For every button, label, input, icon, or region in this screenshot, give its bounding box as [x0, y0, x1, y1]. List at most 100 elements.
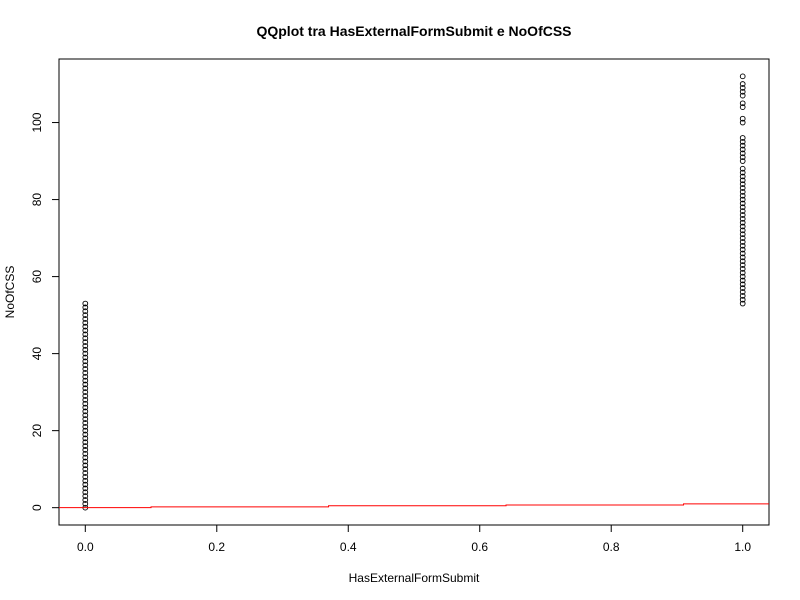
data-point [82, 370, 89, 376]
data-point [82, 358, 89, 365]
data-point [82, 439, 89, 446]
data-point [82, 500, 89, 507]
data-point [82, 404, 89, 411]
data-point [82, 462, 89, 469]
data-point [82, 354, 89, 361]
data-point [739, 173, 746, 180]
data-point [739, 158, 746, 164]
data-point [739, 269, 746, 276]
data-point [82, 381, 89, 388]
data-point [82, 431, 89, 438]
data-point [739, 81, 746, 87]
y-tick-label: 80 [30, 193, 44, 207]
data-point [739, 204, 746, 211]
y-tick-label: 60 [30, 270, 44, 284]
data-point [82, 300, 89, 307]
data-point [739, 135, 746, 141]
data-point [739, 296, 746, 303]
data-point [739, 239, 746, 245]
data-point [739, 258, 746, 265]
data-point [82, 420, 89, 426]
data-point [82, 312, 89, 318]
data-point [82, 343, 89, 349]
data-point [739, 273, 746, 280]
reference-step-line [59, 503, 769, 509]
data-point [82, 435, 89, 442]
data-point [82, 450, 89, 457]
data-point [82, 377, 89, 384]
data-point [82, 393, 89, 399]
data-point [739, 219, 746, 226]
x-tick-label: 0.8 [603, 540, 620, 554]
data-point [739, 285, 746, 292]
data-point [739, 192, 746, 199]
data-point [739, 200, 746, 207]
data-point [82, 323, 89, 330]
data-point [739, 169, 746, 176]
data-point [739, 100, 746, 107]
data-point [739, 250, 746, 257]
data-point [739, 146, 746, 153]
data-point [739, 150, 746, 157]
data-point [739, 92, 746, 99]
data-point [739, 119, 746, 126]
data-point [82, 477, 89, 484]
data-point [739, 212, 746, 218]
data-point [82, 493, 89, 499]
data-point [82, 485, 89, 492]
data-point [82, 489, 89, 496]
data-point [739, 142, 746, 149]
data-point [82, 400, 89, 407]
data-point [82, 373, 89, 380]
data-point [82, 470, 89, 476]
x-tick-label: 0.2 [208, 540, 225, 554]
data-point [82, 481, 89, 488]
data-point [739, 262, 746, 268]
data-point [739, 138, 746, 145]
data-point [82, 454, 89, 461]
data-point [82, 443, 89, 449]
data-point [739, 289, 746, 295]
data-point [739, 189, 746, 195]
y-axis: 0 20 40 60 80 100 [30, 112, 60, 511]
data-point [82, 396, 89, 403]
data-point [739, 242, 746, 249]
data-point [739, 227, 746, 234]
data-point [82, 350, 89, 357]
data-point [739, 246, 746, 253]
data-point [739, 165, 746, 172]
x-tick-label: 0.4 [340, 540, 357, 554]
data-point [82, 389, 89, 395]
data-point [739, 235, 746, 241]
data-point [739, 181, 746, 188]
data-point [82, 335, 89, 342]
y-tick-label: 40 [30, 347, 44, 361]
x-tick-label: 0.0 [77, 540, 94, 554]
data-point [82, 423, 89, 430]
data-point [739, 208, 746, 214]
data-point [82, 362, 89, 369]
data-point [739, 215, 746, 222]
data-point [739, 185, 746, 191]
data-point [82, 458, 89, 465]
series-layer [59, 73, 769, 511]
data-point [82, 319, 89, 326]
data-point [82, 447, 89, 453]
data-point [739, 104, 746, 110]
data-point [82, 331, 89, 338]
data-point [739, 196, 746, 203]
chart-title: QQplot tra HasExternalFormSubmit e NoOfC… [256, 23, 571, 39]
data-point [739, 277, 746, 284]
data-point [82, 408, 89, 415]
data-point [82, 474, 89, 480]
data-point [739, 281, 746, 288]
data-point [739, 223, 746, 230]
data-point [82, 308, 89, 315]
data-point [739, 154, 746, 161]
data-point [82, 416, 89, 422]
x-tick-label: 1.0 [734, 540, 751, 554]
data-point [82, 366, 89, 372]
data-point [82, 427, 89, 434]
y-axis-label: NoOfCSS [3, 266, 17, 319]
